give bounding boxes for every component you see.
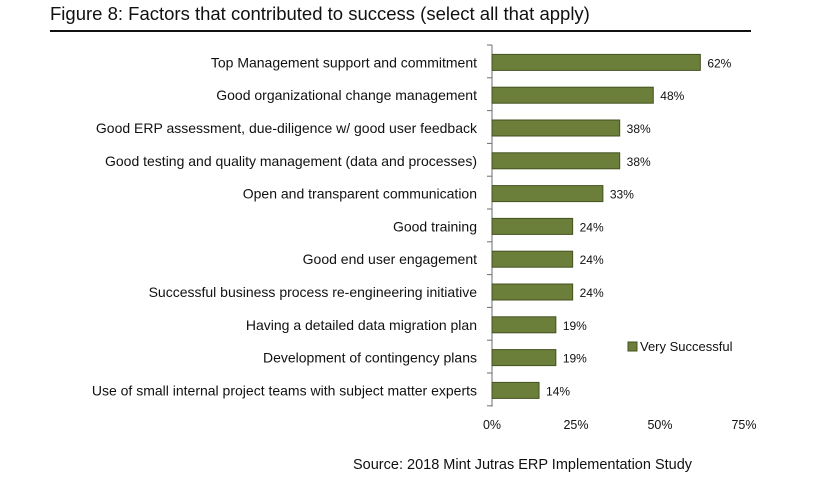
bar	[491, 185, 604, 203]
source-note: Source: 2018 Mint Jutras ERP Implementat…	[353, 457, 693, 473]
x-tick-label: 50%	[647, 418, 672, 432]
data-label: 38%	[627, 155, 651, 169]
legend-swatch	[627, 341, 638, 352]
data-label: 24%	[580, 286, 604, 300]
category-label: Good organizational change management	[216, 87, 477, 103]
category-label: Open and transparent communication	[243, 186, 477, 202]
bar	[491, 283, 574, 301]
bar	[491, 316, 557, 334]
data-label: 19%	[563, 319, 587, 333]
category-label: Good testing and quality management (dat…	[105, 153, 477, 169]
bar	[491, 381, 540, 399]
category-label: Good ERP assessment, due-diligence w/ go…	[96, 120, 478, 136]
data-label: 14%	[546, 384, 570, 398]
category-label: Use of small internal project teams with…	[92, 382, 477, 398]
bar	[491, 119, 621, 137]
data-label: 33%	[610, 188, 634, 202]
bar	[491, 86, 654, 104]
data-label: 48%	[660, 89, 684, 103]
x-tick-label: 0%	[483, 418, 501, 432]
category-label: Top Management support and commitment	[211, 54, 477, 70]
x-tick-label: 25%	[563, 418, 588, 432]
data-label: 19%	[563, 352, 587, 366]
category-label: Having a detailed data migration plan	[246, 317, 477, 333]
data-label: 62%	[707, 56, 731, 70]
bar	[491, 349, 557, 367]
bar	[491, 217, 574, 235]
x-tick-label: 75%	[731, 418, 756, 432]
category-label: Good end user engagement	[303, 251, 477, 267]
category-label: Good training	[393, 218, 477, 234]
category-label: Development of contingency plans	[263, 350, 477, 366]
figure-title: Figure 8: Factors that contributed to su…	[50, 3, 590, 24]
title-underline	[50, 30, 751, 32]
data-label: 24%	[580, 253, 604, 267]
bar	[491, 250, 574, 268]
legend-label: Very Successful	[640, 339, 733, 354]
category-label: Successful business process re-engineeri…	[149, 284, 478, 300]
data-label: 24%	[580, 220, 604, 234]
bar	[491, 53, 701, 71]
data-label: 38%	[627, 122, 651, 136]
bar	[491, 152, 621, 170]
